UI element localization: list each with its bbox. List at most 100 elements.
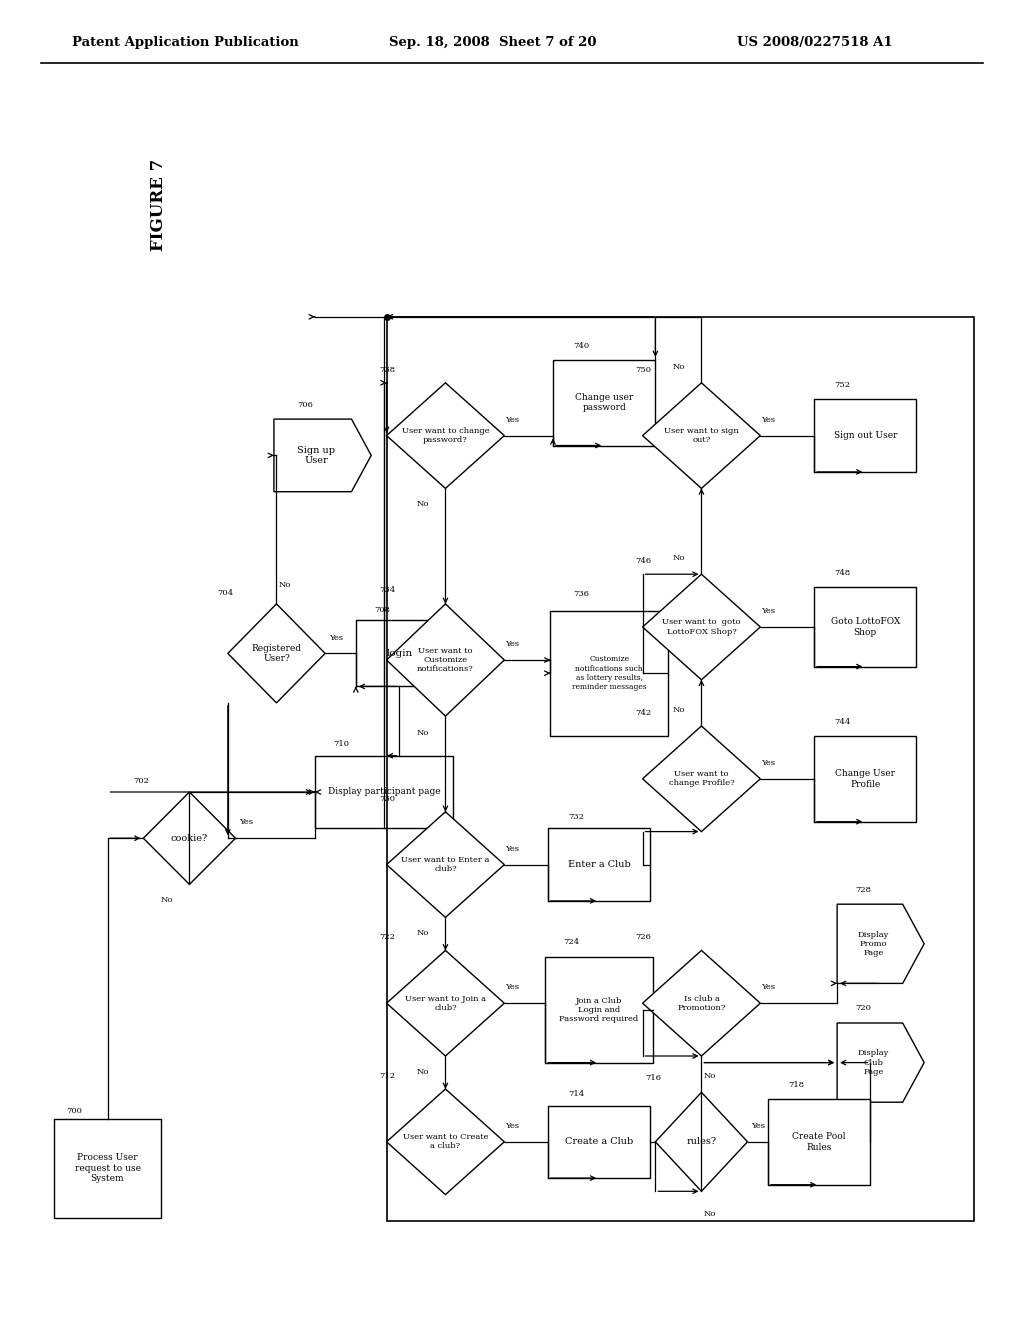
- Text: US 2008/0227518 A1: US 2008/0227518 A1: [737, 36, 893, 49]
- Text: 706: 706: [297, 401, 313, 409]
- Text: 734: 734: [379, 586, 395, 594]
- Text: User want to Create
a club?: User want to Create a club?: [402, 1133, 488, 1151]
- Text: 748: 748: [835, 569, 851, 577]
- Polygon shape: [838, 1023, 924, 1102]
- Bar: [768, 1098, 870, 1185]
- Text: No: No: [161, 896, 173, 904]
- Text: User want to sign
out?: User want to sign out?: [665, 426, 738, 445]
- Text: cookie?: cookie?: [171, 834, 208, 842]
- Polygon shape: [143, 792, 236, 884]
- Text: Patent Application Publication: Patent Application Publication: [72, 36, 298, 49]
- Text: Yes: Yes: [505, 845, 519, 853]
- Text: User want to Enter a
club?: User want to Enter a club?: [401, 855, 489, 874]
- Polygon shape: [838, 904, 924, 983]
- Polygon shape: [387, 605, 504, 715]
- Polygon shape: [228, 605, 326, 702]
- Bar: [545, 957, 653, 1063]
- Text: 702: 702: [133, 777, 150, 785]
- Text: Sep. 18, 2008  Sheet 7 of 20: Sep. 18, 2008 Sheet 7 of 20: [389, 36, 597, 49]
- Bar: [548, 1106, 650, 1177]
- Text: 720: 720: [855, 1005, 871, 1012]
- Text: Yes: Yes: [751, 1122, 765, 1130]
- Text: Join a Club
Login and
Password required: Join a Club Login and Password required: [559, 997, 639, 1023]
- Text: No: No: [703, 1210, 716, 1218]
- Text: Create a Club: Create a Club: [565, 1138, 633, 1146]
- Polygon shape: [643, 950, 760, 1056]
- Bar: [315, 755, 453, 829]
- Bar: [387, 317, 974, 1221]
- Polygon shape: [643, 574, 760, 680]
- Text: 744: 744: [835, 718, 851, 726]
- Text: 714: 714: [568, 1090, 585, 1098]
- Text: Yes: Yes: [761, 416, 775, 424]
- Text: Change User
Profile: Change User Profile: [836, 770, 895, 788]
- Text: No: No: [279, 581, 291, 589]
- Text: 704: 704: [217, 589, 233, 597]
- Text: No: No: [417, 1068, 429, 1076]
- Text: 724: 724: [563, 939, 580, 946]
- Text: No: No: [417, 929, 429, 937]
- Bar: [814, 587, 916, 667]
- Text: No: No: [417, 729, 429, 737]
- Text: Goto LottoFOX
Shop: Goto LottoFOX Shop: [830, 618, 900, 636]
- Text: User want to
change Profile?: User want to change Profile?: [669, 770, 734, 788]
- Text: 738: 738: [379, 366, 395, 374]
- Text: Display participant page: Display participant page: [328, 788, 440, 796]
- Text: No: No: [673, 554, 685, 562]
- Text: Yes: Yes: [761, 759, 775, 767]
- Polygon shape: [643, 383, 760, 488]
- Text: Yes: Yes: [505, 1122, 519, 1130]
- Text: Customize
notifications such
as lottery results,
reminder messages: Customize notifications such as lottery …: [572, 656, 646, 690]
- Text: No: No: [417, 500, 429, 508]
- Polygon shape: [655, 1093, 748, 1191]
- Text: Yes: Yes: [761, 983, 775, 991]
- Text: 710: 710: [333, 741, 349, 748]
- Text: Create Pool
Rules: Create Pool Rules: [793, 1133, 846, 1151]
- Text: 728: 728: [855, 886, 871, 894]
- Text: 736: 736: [573, 590, 590, 598]
- Text: 730: 730: [379, 795, 395, 803]
- Text: Is club a
Promotion?: Is club a Promotion?: [677, 994, 726, 1012]
- Text: Yes: Yes: [761, 607, 775, 615]
- Bar: [551, 610, 668, 737]
- Text: Enter a Club: Enter a Club: [567, 861, 631, 869]
- Text: 716: 716: [645, 1074, 662, 1082]
- Text: No: No: [673, 363, 685, 371]
- Text: login: login: [386, 649, 413, 657]
- Polygon shape: [643, 726, 760, 832]
- Text: Process User
request to use
System: Process User request to use System: [75, 1154, 140, 1183]
- Text: 740: 740: [573, 342, 590, 350]
- Text: 746: 746: [635, 557, 651, 565]
- Bar: [548, 829, 650, 902]
- Text: 752: 752: [835, 381, 851, 389]
- Text: Yes: Yes: [505, 983, 519, 991]
- Bar: [814, 737, 916, 821]
- Text: 700: 700: [67, 1107, 83, 1115]
- Text: 750: 750: [635, 366, 651, 374]
- Text: User want to Join a
club?: User want to Join a club?: [404, 994, 486, 1012]
- Text: 718: 718: [788, 1081, 805, 1089]
- Text: rules?: rules?: [686, 1138, 717, 1146]
- Text: Sign up
User: Sign up User: [297, 446, 335, 465]
- Text: Sign out User: Sign out User: [834, 432, 897, 440]
- Text: User want to  goto
LottoFOX Shop?: User want to goto LottoFOX Shop?: [663, 618, 740, 636]
- Text: Change user
password: Change user password: [575, 393, 633, 412]
- Bar: [53, 1119, 162, 1217]
- Polygon shape: [387, 812, 504, 917]
- Text: No: No: [673, 706, 685, 714]
- Text: 742: 742: [635, 709, 651, 717]
- Text: 708: 708: [374, 606, 390, 614]
- Bar: [814, 399, 916, 471]
- Polygon shape: [387, 383, 504, 488]
- Text: 726: 726: [635, 933, 651, 941]
- Bar: [553, 359, 655, 446]
- Polygon shape: [387, 950, 504, 1056]
- Text: Registered
User?: Registered User?: [252, 644, 301, 663]
- Text: Yes: Yes: [329, 634, 343, 642]
- Polygon shape: [274, 420, 371, 491]
- Text: 722: 722: [379, 933, 395, 941]
- Text: Yes: Yes: [505, 416, 519, 424]
- Text: User want to
Customize
notifications?: User want to Customize notifications?: [417, 647, 474, 673]
- Text: Yes: Yes: [505, 640, 519, 648]
- Text: 712: 712: [379, 1072, 395, 1080]
